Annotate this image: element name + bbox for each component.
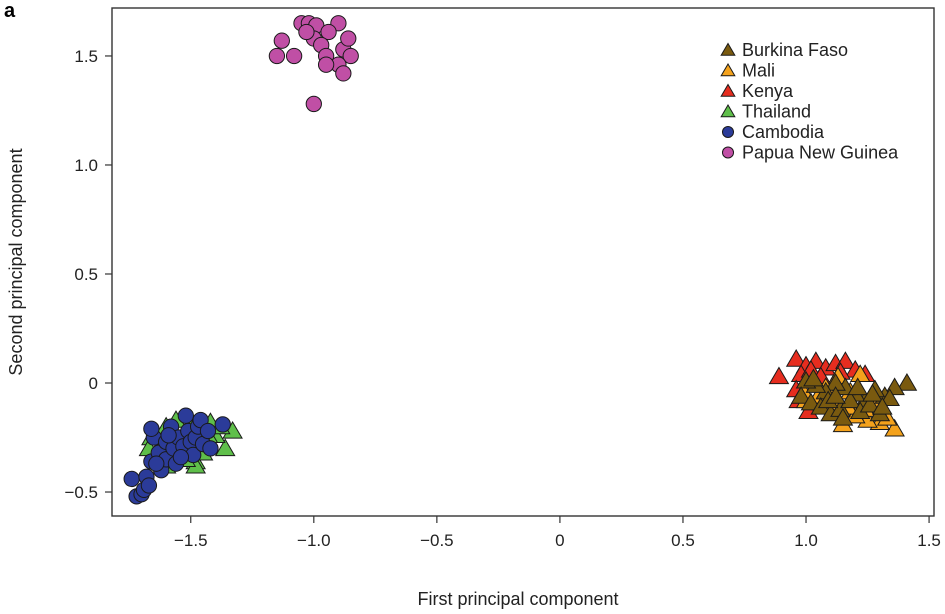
legend-label-thailand: Thailand bbox=[742, 102, 811, 122]
y-tick-label: −0.5 bbox=[64, 483, 98, 502]
burkina-faso-point bbox=[790, 386, 812, 404]
x-axis-title: First principal component bbox=[417, 589, 618, 609]
thailand-point bbox=[214, 438, 236, 457]
y-tick-label: 1.0 bbox=[74, 156, 98, 175]
legend-marker-thailand bbox=[720, 104, 736, 118]
papua-new-guinea-point bbox=[335, 65, 352, 82]
x-tick-label: −1.0 bbox=[297, 531, 331, 550]
burkina-faso-point bbox=[825, 386, 846, 404]
cambodia-point bbox=[177, 407, 194, 424]
burkina-faso-point bbox=[862, 383, 883, 402]
legend-label-burkina-faso: Burkina Faso bbox=[742, 40, 848, 60]
papua-new-guinea-point bbox=[305, 95, 322, 113]
y-tick-label: 1.5 bbox=[74, 47, 98, 66]
legend-marker-papua-new-guinea bbox=[721, 146, 735, 159]
x-axis-ticks: −1.5 −1.0 −0.5 0 0.5 1.0 1.5 bbox=[174, 516, 941, 550]
x-tick-label: 1.0 bbox=[794, 531, 818, 550]
x-tick-label: 0 bbox=[555, 531, 564, 550]
burkina-faso-point bbox=[896, 373, 918, 391]
y-axis-title: Second principal component bbox=[6, 148, 26, 375]
cambodia-point bbox=[123, 470, 140, 488]
burkina-faso-point bbox=[847, 377, 869, 396]
papua-new-guinea-point bbox=[317, 56, 335, 73]
cambodia-point bbox=[148, 455, 165, 472]
panel-label: a bbox=[4, 0, 16, 22]
papua-new-guinea-point bbox=[342, 47, 359, 65]
burkina-faso-point bbox=[803, 368, 824, 387]
legend-marker-burkina-faso bbox=[720, 42, 736, 56]
papua-new-guinea-point bbox=[298, 23, 315, 41]
legend-label-mali: Mali bbox=[742, 61, 775, 81]
x-tick-label: −0.5 bbox=[420, 531, 454, 550]
x-tick-label: 0.5 bbox=[671, 531, 695, 550]
papua-new-guinea-point bbox=[340, 30, 357, 47]
legend-label-papua-new-guinea: Papua New Guinea bbox=[742, 143, 899, 163]
kenya-point bbox=[768, 366, 790, 385]
kenya-point bbox=[785, 349, 807, 367]
plot-area-frame bbox=[111, 7, 935, 517]
cambodia-point bbox=[160, 427, 177, 444]
mali-point bbox=[884, 418, 905, 437]
papua-new-guinea-point bbox=[273, 32, 290, 49]
x-tick-label: 1.5 bbox=[917, 531, 941, 550]
papua-new-guinea-point bbox=[285, 47, 303, 65]
legend-marker-mali bbox=[720, 63, 736, 77]
legend: Burkina FasoMaliKenyaThailandCambodiaPap… bbox=[720, 40, 899, 163]
y-tick-label: 0.5 bbox=[74, 265, 98, 284]
cambodia-point bbox=[202, 440, 219, 457]
legend-label-cambodia: Cambodia bbox=[742, 122, 825, 142]
legend-marker-kenya bbox=[720, 83, 736, 97]
cambodia-point bbox=[143, 420, 160, 437]
cambodia-point bbox=[214, 416, 231, 433]
burkina-faso-point bbox=[832, 407, 854, 426]
cambodia-point bbox=[172, 448, 190, 466]
legend-label-kenya: Kenya bbox=[742, 81, 794, 101]
mali-point bbox=[849, 364, 871, 382]
data-points bbox=[123, 15, 918, 505]
burkina-faso-point bbox=[871, 396, 893, 415]
legend-marker-cambodia bbox=[721, 125, 735, 139]
y-axis-ticks: −0.5 0 0.5 1.0 1.5 bbox=[64, 47, 112, 502]
papua-new-guinea-point bbox=[268, 47, 286, 65]
cambodia-point bbox=[199, 422, 217, 440]
cambodia-point bbox=[140, 477, 158, 494]
y-tick-label: 0 bbox=[89, 374, 98, 393]
burkina-faso-point bbox=[859, 394, 881, 413]
papua-new-guinea-point bbox=[320, 23, 337, 41]
x-tick-label: −1.5 bbox=[174, 531, 208, 550]
burkina-faso-point bbox=[879, 388, 901, 406]
